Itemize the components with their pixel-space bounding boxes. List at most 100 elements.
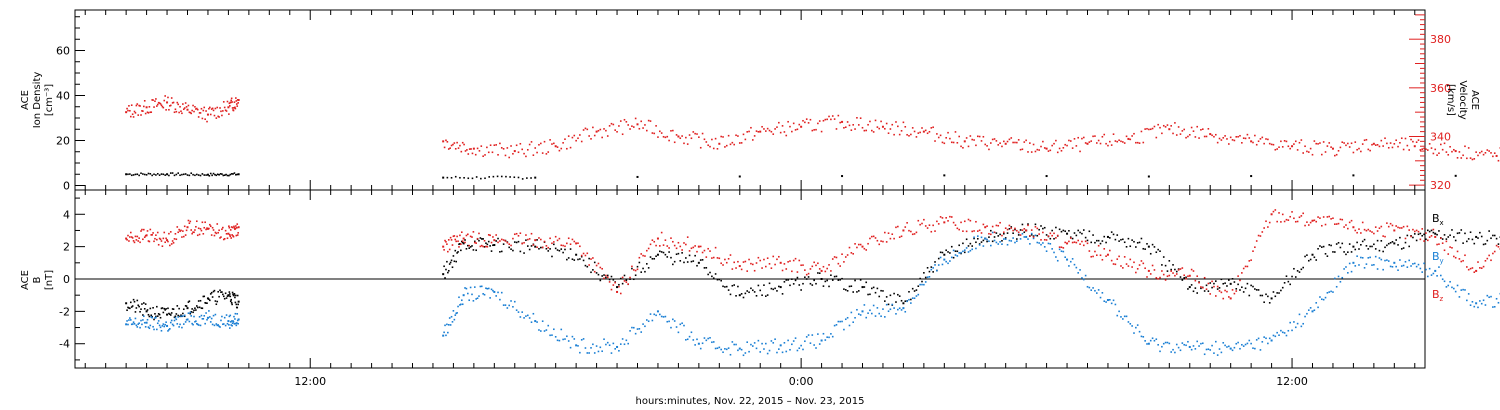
data-point xyxy=(738,265,741,268)
data-point xyxy=(188,300,191,303)
data-point xyxy=(844,289,847,291)
data-point xyxy=(167,330,169,332)
data-point xyxy=(603,338,605,341)
data-point xyxy=(1447,253,1450,255)
data-point xyxy=(1254,134,1256,137)
data-point xyxy=(182,315,184,317)
data-point xyxy=(625,121,628,123)
data-point xyxy=(1133,240,1135,243)
data-point xyxy=(182,312,184,315)
data-point xyxy=(459,243,461,245)
data-point xyxy=(521,242,524,245)
data-point xyxy=(744,260,747,263)
data-point xyxy=(919,283,921,286)
data-point xyxy=(833,256,836,258)
data-point xyxy=(897,308,899,311)
data-point xyxy=(140,114,142,116)
data-point xyxy=(1181,130,1184,132)
data-point xyxy=(1320,153,1323,156)
data-point xyxy=(192,173,194,176)
data-point xyxy=(683,261,685,264)
data-point xyxy=(464,239,466,241)
data-point xyxy=(647,247,650,250)
data-point xyxy=(1183,128,1185,131)
data-point xyxy=(1268,337,1271,340)
data-point xyxy=(1363,228,1366,231)
data-point xyxy=(173,111,176,114)
data-point xyxy=(551,242,553,245)
data-point xyxy=(209,321,212,323)
data-point xyxy=(480,177,482,180)
data-point xyxy=(447,148,450,150)
data-point xyxy=(1423,262,1425,265)
data-point xyxy=(1462,242,1464,244)
data-point xyxy=(636,123,639,126)
data-point xyxy=(804,276,806,279)
data-point xyxy=(1406,144,1409,147)
data-point xyxy=(688,254,691,257)
data-point xyxy=(1220,139,1223,141)
data-point xyxy=(549,237,551,240)
data-point xyxy=(218,325,220,328)
data-point xyxy=(564,138,566,140)
data-point xyxy=(1361,221,1364,224)
data-point xyxy=(714,273,717,275)
data-point xyxy=(188,320,191,323)
data-point xyxy=(884,316,886,318)
data-point xyxy=(155,234,157,236)
data-point xyxy=(746,341,749,343)
data-point xyxy=(1079,231,1081,234)
data-point xyxy=(1196,275,1199,277)
data-point xyxy=(592,257,594,259)
data-point xyxy=(990,229,992,232)
data-point xyxy=(718,278,721,281)
data-point xyxy=(523,317,525,319)
data-point xyxy=(978,229,981,232)
data-point xyxy=(1211,344,1213,347)
data-point xyxy=(235,97,237,99)
data-point xyxy=(487,234,490,236)
data-point xyxy=(733,284,735,286)
data-point xyxy=(703,267,706,269)
data-point xyxy=(1082,244,1085,247)
data-point xyxy=(954,131,957,133)
data-point xyxy=(486,146,488,149)
data-point xyxy=(1190,126,1193,129)
data-point xyxy=(612,284,615,286)
data-point xyxy=(895,226,897,229)
data-point xyxy=(1495,154,1498,157)
data-point xyxy=(1438,152,1440,155)
data-point xyxy=(1492,234,1494,237)
data-point xyxy=(1425,238,1427,241)
data-point xyxy=(1088,230,1091,233)
data-point xyxy=(1006,228,1009,231)
data-point xyxy=(1274,209,1277,211)
data-point xyxy=(1445,286,1448,288)
data-point xyxy=(1276,220,1278,223)
data-point xyxy=(1237,341,1239,344)
data-point xyxy=(881,125,884,128)
data-point xyxy=(1228,296,1230,298)
data-point xyxy=(1443,234,1446,236)
data-point xyxy=(562,142,564,144)
data-point xyxy=(153,318,155,321)
data-point xyxy=(1242,345,1245,347)
data-point xyxy=(515,144,518,147)
data-point xyxy=(169,231,172,233)
data-point xyxy=(828,264,830,266)
data-point xyxy=(186,226,189,229)
data-point xyxy=(1082,278,1085,281)
data-point xyxy=(233,294,235,297)
data-point xyxy=(528,238,531,240)
data-point xyxy=(1153,269,1156,271)
data-point xyxy=(465,234,468,237)
data-point xyxy=(1406,266,1409,268)
data-point xyxy=(1306,254,1308,256)
data-point xyxy=(872,131,875,133)
data-point xyxy=(1451,229,1453,231)
data-point xyxy=(1025,229,1028,232)
data-point xyxy=(195,220,198,223)
data-point xyxy=(454,314,457,316)
data-point xyxy=(448,263,451,265)
